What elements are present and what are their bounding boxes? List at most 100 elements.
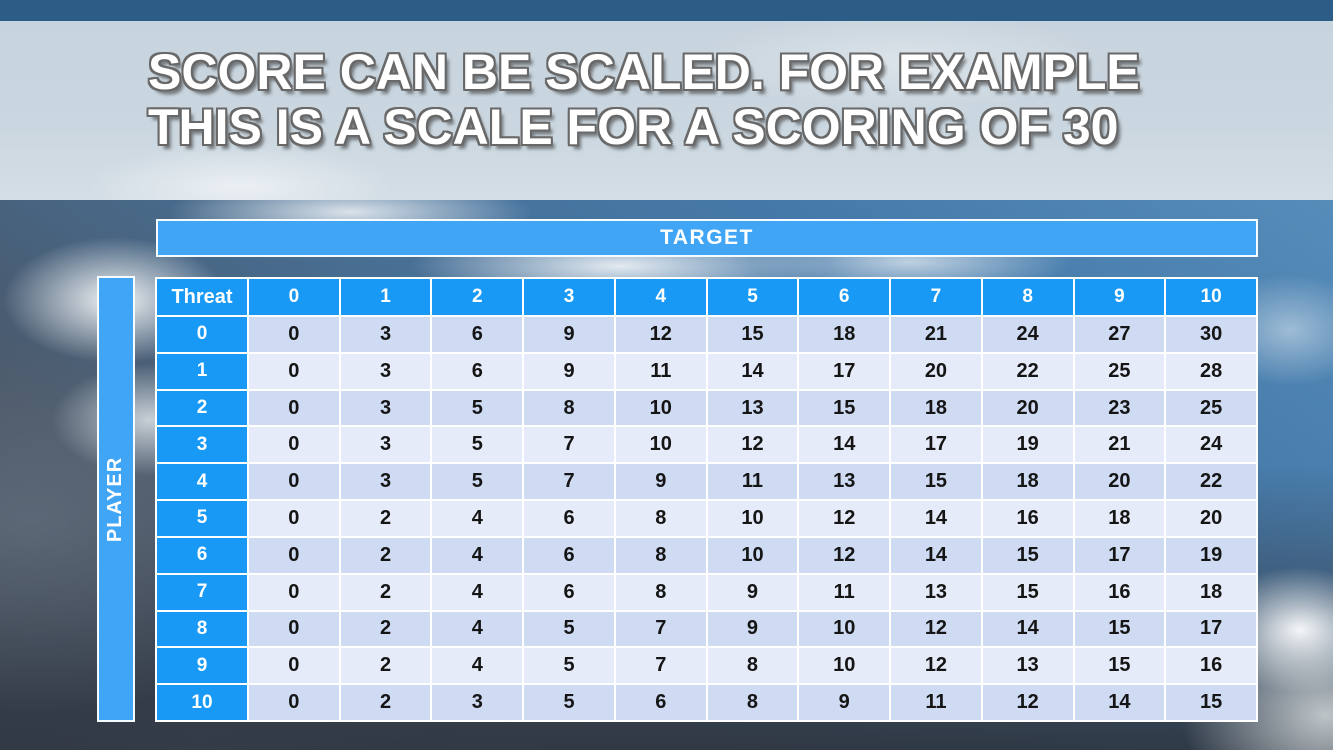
score-cell-r5-c0: 0: [249, 501, 339, 536]
threat-corner-header: Threat: [157, 279, 247, 315]
score-cell-r7-c10: 18: [1166, 574, 1256, 610]
score-cell-r9-c9: 15: [1074, 648, 1165, 684]
score-cell-r0-c4: 12: [615, 317, 706, 352]
column-header-3: 3: [524, 279, 614, 315]
score-cell-r10-c5: 8: [707, 685, 798, 720]
score-cell-r2-c0: 0: [249, 390, 339, 426]
score-cell-r9-c1: 2: [340, 648, 431, 684]
row-header-1: 1: [157, 353, 247, 389]
score-cell-r6-c3: 6: [524, 537, 614, 573]
score-cell-r9-c0: 0: [249, 648, 339, 684]
row-header-5: 5: [157, 501, 247, 536]
player-banner: PLAYER: [97, 276, 135, 722]
score-cell-r0-c10: 30: [1166, 317, 1256, 352]
score-cell-r2-c2: 5: [432, 390, 523, 426]
score-cell-r4-c3: 7: [524, 464, 614, 500]
top-accent-bar: [0, 0, 1333, 21]
score-cell-r4-c2: 5: [432, 464, 523, 500]
score-cell-r7-c2: 4: [432, 574, 523, 610]
score-cell-r4-c6: 13: [799, 464, 890, 500]
score-cell-r3-c3: 7: [524, 427, 614, 463]
score-cell-r3-c1: 3: [340, 427, 431, 463]
score-cell-r8-c9: 15: [1074, 611, 1165, 647]
score-cell-r4-c1: 3: [340, 464, 431, 500]
score-cell-r6-c1: 2: [340, 537, 431, 573]
score-cell-r7-c4: 8: [615, 574, 706, 610]
score-cell-r3-c10: 24: [1166, 427, 1256, 463]
score-table: Threat 0 1 2 3 4 5 6 7 8 9 10 0 0 3 6 9 12 15 18 21 24 27 30 1 0 3…: [155, 277, 1258, 722]
score-cell-r4-c0: 0: [249, 464, 339, 500]
score-cell-r7-c3: 6: [524, 574, 614, 610]
column-header-6: 6: [799, 279, 890, 315]
score-cell-r8-c8: 14: [982, 611, 1073, 647]
target-banner-label: TARGET: [660, 226, 754, 249]
score-cell-r5-c4: 8: [615, 501, 706, 536]
score-cell-r9-c3: 5: [524, 648, 614, 684]
score-cell-r3-c4: 10: [615, 427, 706, 463]
score-cell-r4-c10: 22: [1166, 464, 1256, 500]
title-band: SCORE CAN BE SCALED. FOR EXAMPLE THIS IS…: [0, 21, 1333, 200]
score-cell-r2-c4: 10: [615, 390, 706, 426]
row-header-6: 6: [157, 537, 247, 573]
score-cell-r7-c7: 13: [891, 574, 981, 610]
score-cell-r6-c8: 15: [982, 537, 1073, 573]
score-cell-r1-c3: 9: [524, 353, 614, 389]
score-cell-r5-c8: 16: [982, 501, 1073, 536]
score-cell-r9-c10: 16: [1166, 648, 1256, 684]
score-cell-r8-c1: 2: [340, 611, 431, 647]
score-cell-r2-c7: 18: [891, 390, 981, 426]
score-cell-r2-c1: 3: [340, 390, 431, 426]
score-cell-r0-c1: 3: [340, 317, 431, 352]
column-header-8: 8: [982, 279, 1073, 315]
score-cell-r3-c9: 21: [1074, 427, 1165, 463]
score-cell-r10-c8: 12: [982, 685, 1073, 720]
score-cell-r9-c6: 10: [799, 648, 890, 684]
target-banner: TARGET: [156, 219, 1258, 257]
score-cell-r1-c8: 22: [982, 353, 1073, 389]
score-cell-r5-c2: 4: [432, 501, 523, 536]
score-cell-r5-c5: 10: [707, 501, 798, 536]
score-cell-r5-c1: 2: [340, 501, 431, 536]
score-cell-r1-c0: 0: [249, 353, 339, 389]
score-cell-r6-c6: 12: [799, 537, 890, 573]
score-cell-r10-c3: 5: [524, 685, 614, 720]
score-cell-r1-c7: 20: [891, 353, 981, 389]
score-cell-r3-c8: 19: [982, 427, 1073, 463]
score-cell-r4-c8: 18: [982, 464, 1073, 500]
score-cell-r9-c5: 8: [707, 648, 798, 684]
score-cell-r7-c5: 9: [707, 574, 798, 610]
score-cell-r1-c2: 6: [432, 353, 523, 389]
score-cell-r8-c7: 12: [891, 611, 981, 647]
score-cell-r7-c8: 15: [982, 574, 1073, 610]
score-cell-r10-c9: 14: [1074, 685, 1165, 720]
score-cell-r0-c3: 9: [524, 317, 614, 352]
score-cell-r3-c2: 5: [432, 427, 523, 463]
score-cell-r8-c2: 4: [432, 611, 523, 647]
score-cell-r1-c10: 28: [1166, 353, 1256, 389]
column-header-9: 9: [1074, 279, 1165, 315]
score-cell-r7-c9: 16: [1074, 574, 1165, 610]
column-header-1: 1: [340, 279, 431, 315]
score-cell-r10-c2: 3: [432, 685, 523, 720]
score-cell-r2-c5: 13: [707, 390, 798, 426]
score-cell-r9-c7: 12: [891, 648, 981, 684]
score-cell-r6-c5: 10: [707, 537, 798, 573]
score-cell-r1-c6: 17: [799, 353, 890, 389]
score-cell-r1-c5: 14: [707, 353, 798, 389]
slide-title: SCORE CAN BE SCALED. FOR EXAMPLE THIS IS…: [148, 45, 1140, 155]
score-cell-r4-c5: 11: [707, 464, 798, 500]
score-cell-r0-c0: 0: [249, 317, 339, 352]
score-cell-r7-c1: 2: [340, 574, 431, 610]
score-cell-r10-c7: 11: [891, 685, 981, 720]
score-cell-r8-c5: 9: [707, 611, 798, 647]
score-cell-r8-c3: 5: [524, 611, 614, 647]
score-cell-r5-c6: 12: [799, 501, 890, 536]
score-cell-r0-c2: 6: [432, 317, 523, 352]
score-cell-r1-c9: 25: [1074, 353, 1165, 389]
slide-title-line1: SCORE CAN BE SCALED. FOR EXAMPLE: [148, 44, 1140, 100]
score-cell-r10-c1: 2: [340, 685, 431, 720]
score-cell-r6-c9: 17: [1074, 537, 1165, 573]
score-cell-r5-c7: 14: [891, 501, 981, 536]
row-header-8: 8: [157, 611, 247, 647]
score-cell-r10-c0: 0: [249, 685, 339, 720]
